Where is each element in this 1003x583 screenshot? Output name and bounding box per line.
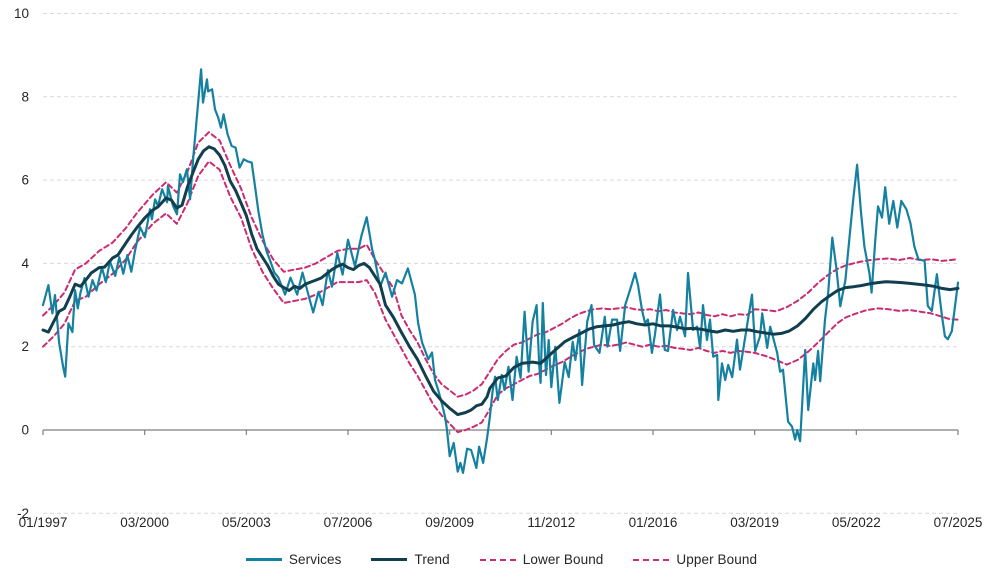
y-tick-label: -2 [17,506,29,521]
legend-label-trend: Trend [414,552,450,567]
services-line-swatch [245,558,282,561]
chart-legend: Services Trend Lower Bound Upper Bound [0,552,1003,567]
legend-label-lower-bound: Lower Bound [522,552,604,567]
x-tick-label: 03/2019 [730,515,779,530]
legend-item-trend: Trend [371,552,450,567]
y-axis-labels: -2 0 2 4 6 8 10 [14,6,30,521]
legend-label-services: Services [288,552,342,567]
y-tick-label: 4 [21,256,29,271]
y-tick-label: 0 [21,423,29,438]
x-tick-label: 01/1997 [19,515,68,530]
x-tick-label: 07/2006 [324,515,373,530]
legend-item-upper-bound: Upper Bound [633,552,757,567]
series-services [41,68,960,474]
x-tick-label: 03/2000 [120,515,169,530]
y-tick-label: 10 [14,6,29,21]
x-axis-labels: 01/1997 03/2000 05/2003 07/2006 09/2009 11/20… [19,515,983,530]
gridlines [43,13,958,514]
legend-label-upper-bound: Upper Bound [676,552,758,567]
x-tick-label: 11/2012 [527,515,575,530]
legend-item-lower-bound: Lower Bound [479,552,604,567]
lower-bound-line-swatch [479,558,516,561]
x-tick-label: 05/2022 [832,515,881,530]
y-tick-label: 2 [21,339,29,354]
legend-item-services: Services [245,552,342,567]
x-tick-label: 01/2016 [629,515,678,530]
y-tick-label: 8 [21,89,29,104]
y-tick-label: 6 [21,173,29,188]
series-trend [41,145,960,417]
x-axis [42,429,959,435]
x-tick-label: 07/2025 [934,515,983,530]
series-lower-bound [42,160,959,434]
x-tick-label: 09/2009 [425,515,474,530]
series-lines [41,68,960,474]
series-upper-bound [42,131,959,398]
trend-line-swatch [371,558,408,561]
x-tick-label: 05/2003 [222,515,271,530]
upper-bound-line-swatch [633,558,670,561]
